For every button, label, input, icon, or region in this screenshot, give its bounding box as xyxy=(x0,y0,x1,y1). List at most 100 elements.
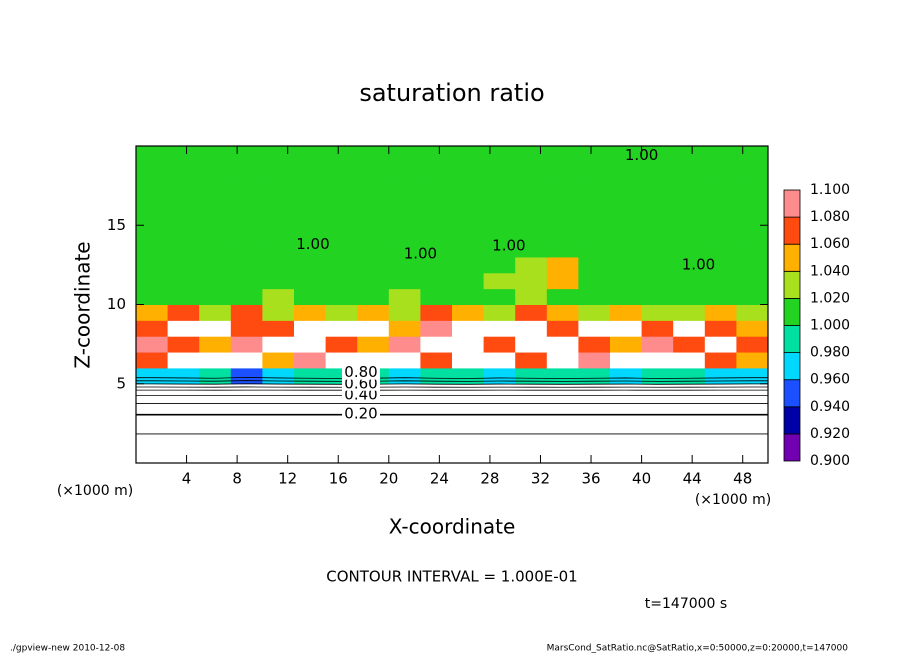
field-cell xyxy=(388,367,421,385)
field-cell xyxy=(546,161,579,179)
field-cell xyxy=(546,241,579,258)
field-cell xyxy=(199,399,232,416)
field-cell xyxy=(230,447,263,464)
field-cell xyxy=(641,304,674,321)
field-cell xyxy=(388,304,421,321)
field-cell xyxy=(578,225,611,242)
field-cell xyxy=(357,193,390,210)
field-cell xyxy=(673,209,706,226)
field-cell xyxy=(546,209,579,226)
field-cell xyxy=(578,383,611,401)
field-cell xyxy=(199,146,232,163)
field-cell xyxy=(704,367,737,385)
field-cell xyxy=(673,336,706,353)
field-cell xyxy=(420,209,453,226)
field-cell xyxy=(483,256,516,274)
x-axis-label: X-coordinate xyxy=(389,515,516,539)
x-tick-label: 4 xyxy=(182,470,192,488)
field-cell xyxy=(167,399,200,416)
field-cell xyxy=(736,336,769,353)
field xyxy=(136,146,769,464)
field-cell xyxy=(704,177,737,195)
field-cell xyxy=(167,146,200,163)
field-cell xyxy=(610,177,643,195)
y-unit: (×1000 m) xyxy=(57,483,133,499)
field-cell xyxy=(230,367,263,385)
field-cell xyxy=(357,447,390,464)
field-cell xyxy=(704,336,737,353)
field-cell xyxy=(420,193,453,210)
field-cell xyxy=(230,383,263,401)
field-cell xyxy=(388,320,421,337)
field-cell xyxy=(388,399,421,416)
field-cell xyxy=(357,256,390,274)
field-cell xyxy=(673,352,706,369)
field-cell xyxy=(325,146,358,163)
field-cell xyxy=(704,209,737,226)
field-cell xyxy=(578,304,611,321)
field-cell xyxy=(546,193,579,210)
field-cell xyxy=(704,352,737,369)
field-cell xyxy=(199,352,232,369)
field-cell xyxy=(452,272,485,290)
field-cell xyxy=(578,399,611,416)
colorbar-label: 0.980 xyxy=(810,345,850,361)
colorbar-label: 1.080 xyxy=(810,209,850,225)
field-cell xyxy=(610,304,643,321)
field-cell xyxy=(136,193,169,210)
field-cell xyxy=(357,177,390,195)
field-cell xyxy=(167,367,200,385)
field-cell xyxy=(736,447,769,464)
field-cell xyxy=(325,336,358,353)
field-cell xyxy=(136,256,169,274)
field-cell xyxy=(673,146,706,163)
field-cell xyxy=(167,320,200,337)
field-cell xyxy=(673,367,706,385)
field-cell xyxy=(167,193,200,210)
field-cell xyxy=(167,241,200,258)
field-cell xyxy=(136,399,169,416)
footer-right: MarsCond_SatRatio.nc@SatRatio,x=0:50000,… xyxy=(547,644,849,654)
field-cell xyxy=(736,256,769,274)
field-cell xyxy=(294,367,327,385)
field-cell xyxy=(262,272,295,290)
x-tick-label: 24 xyxy=(430,470,449,488)
field-cell xyxy=(452,304,485,321)
field-cell xyxy=(325,431,358,448)
field-cell xyxy=(199,209,232,226)
field-cell xyxy=(262,336,295,353)
field-cell xyxy=(294,288,327,305)
field-cell xyxy=(452,161,485,179)
field-cell xyxy=(515,336,548,353)
field-cell xyxy=(452,352,485,369)
field-cell xyxy=(546,177,579,195)
colorbar-label: 0.940 xyxy=(810,399,850,415)
field-cell xyxy=(515,399,548,416)
field-cell xyxy=(736,399,769,416)
field-cell xyxy=(136,288,169,305)
field-cell xyxy=(483,193,516,210)
field-cell xyxy=(673,320,706,337)
field-cell xyxy=(357,288,390,305)
field-cell xyxy=(641,415,674,432)
field-cell xyxy=(452,177,485,195)
field-cell xyxy=(262,241,295,258)
colorbar-label: 1.100 xyxy=(810,182,850,198)
contour-label-bg xyxy=(622,148,661,163)
field-cell xyxy=(610,288,643,305)
field-cell xyxy=(641,161,674,179)
field-cell xyxy=(641,447,674,464)
field-cell xyxy=(610,352,643,369)
contour-label-bg xyxy=(401,246,440,261)
field-cell xyxy=(452,399,485,416)
field-cell xyxy=(546,336,579,353)
field-cell xyxy=(673,431,706,448)
field-cell xyxy=(641,177,674,195)
field-cell xyxy=(325,225,358,242)
colorbar-label: 1.040 xyxy=(810,263,850,279)
field-cell xyxy=(325,304,358,321)
field-cell xyxy=(515,431,548,448)
x-tick-label: 16 xyxy=(329,470,348,488)
field-cell xyxy=(262,415,295,432)
field-cell xyxy=(167,336,200,353)
